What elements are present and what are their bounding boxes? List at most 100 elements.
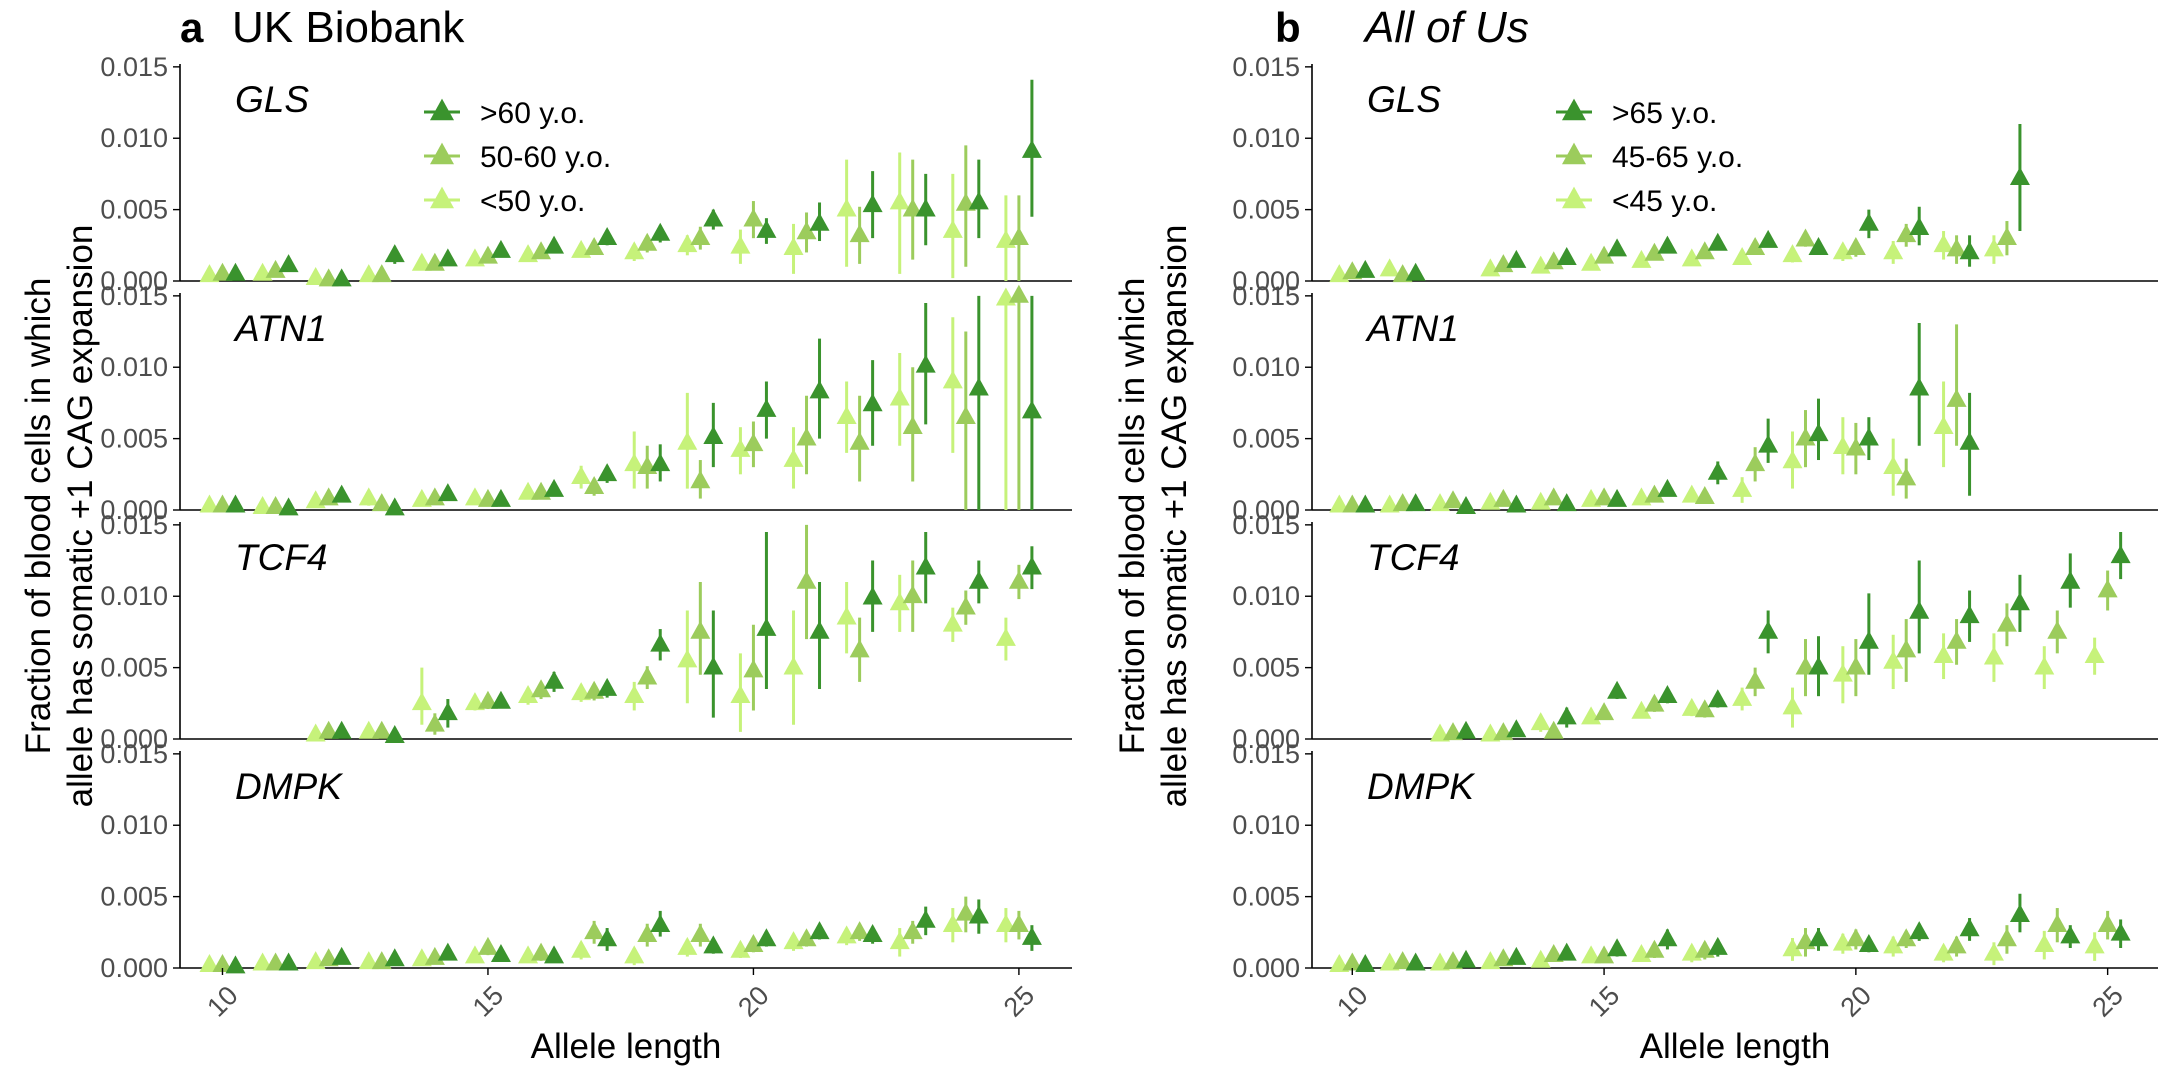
- data-point: [1795, 228, 1816, 247]
- data-point: [862, 393, 883, 412]
- y-tick-label: 0.000: [100, 495, 168, 525]
- data-point: [1858, 427, 1879, 446]
- data-point: [318, 720, 339, 739]
- data-point: [1342, 952, 1363, 971]
- y-tick-label: 0.000: [100, 724, 168, 754]
- panel-title: All of Us: [1362, 3, 1529, 52]
- x-tick-label: 25: [2086, 980, 2128, 1022]
- data-point: [889, 387, 910, 406]
- data-point: [1782, 938, 1803, 957]
- data-point: [849, 431, 870, 450]
- data-point: [703, 656, 724, 675]
- data-point: [1530, 949, 1551, 968]
- data-point: [1808, 423, 1829, 442]
- data-point: [278, 952, 299, 971]
- legend: >60 y.o. 50-60 y.o. <50 y.o.: [424, 97, 611, 218]
- data-point: [690, 620, 711, 639]
- data-point: [968, 377, 989, 396]
- x-tick-label: 15: [1583, 980, 1625, 1022]
- data-point: [1607, 680, 1628, 699]
- data-point: [1681, 697, 1702, 716]
- facet-tcf4: 0.000 0.005 0.010 0.015 TCF4: [1232, 510, 2158, 754]
- data-point: [1933, 234, 1954, 253]
- data-point: [942, 914, 963, 933]
- data-point: [1983, 942, 2004, 961]
- data-point: [584, 475, 605, 494]
- data-point: [756, 219, 777, 238]
- data-point: [902, 585, 923, 604]
- data-point: [331, 946, 352, 965]
- data-point: [2084, 935, 2105, 954]
- data-point: [637, 232, 658, 251]
- data-point: [1782, 244, 1803, 263]
- data-point: [955, 406, 976, 425]
- data-point: [1607, 938, 1628, 957]
- data-point: [1933, 942, 1954, 961]
- legend-marker: [1562, 186, 1586, 209]
- data-point: [1392, 951, 1413, 970]
- data-point: [1758, 620, 1779, 639]
- data-point: [1506, 946, 1527, 965]
- data-point: [1782, 696, 1803, 715]
- y-tick-label: 0.000: [1232, 266, 1300, 296]
- data-point: [1933, 645, 1954, 664]
- data-point: [1456, 495, 1476, 514]
- data-point: [212, 262, 233, 281]
- data-point: [968, 905, 989, 924]
- data-point: [1657, 235, 1678, 254]
- data-point: [1909, 921, 1930, 940]
- data-point: [650, 453, 671, 472]
- data-point: [862, 586, 883, 605]
- data-point: [756, 398, 777, 417]
- data-point: [624, 685, 645, 704]
- data-point: [2047, 914, 2068, 933]
- legend-marker: [1562, 98, 1586, 121]
- data-point: [1021, 926, 1042, 945]
- y-tick-label: 0.015: [1232, 739, 1300, 769]
- data-point: [902, 921, 923, 940]
- data-point: [1594, 487, 1615, 506]
- facet-gls: 0.000 0.005 0.010 0.015 GLS: [100, 52, 1072, 296]
- data-point: [836, 606, 857, 625]
- gene-label: ATN1: [233, 308, 327, 349]
- data-point: [278, 497, 299, 516]
- y-tick-label: 0.005: [1232, 882, 1300, 912]
- data-point: [437, 702, 458, 721]
- data-point: [584, 237, 605, 256]
- data-point: [796, 427, 817, 446]
- data-point: [1506, 249, 1527, 268]
- legend-marker: [430, 98, 454, 121]
- data-point: [2097, 914, 2118, 933]
- data-point: [1355, 259, 1376, 278]
- data-point: [730, 685, 751, 704]
- data-point: [1694, 699, 1715, 718]
- data-point: [942, 613, 963, 632]
- data-point: [544, 945, 565, 964]
- y-tick-label: 0.015: [100, 52, 168, 82]
- data-point: [331, 720, 352, 739]
- data-point: [743, 933, 764, 952]
- data-point: [1456, 720, 1476, 739]
- y-tick-label: 0.010: [1232, 581, 1300, 611]
- data-point: [1657, 928, 1678, 947]
- data-point: [783, 237, 804, 256]
- data-point: [305, 266, 326, 285]
- data-point: [358, 720, 379, 739]
- data-point: [531, 679, 552, 698]
- data-point: [331, 484, 352, 503]
- legend: >65 y.o. 45-65 y.o. <45 y.o.: [1556, 97, 1743, 218]
- data-point: [477, 488, 498, 507]
- legend-label: 50-60 y.o.: [480, 141, 611, 174]
- data-point: [756, 617, 777, 636]
- data-point: [915, 556, 936, 575]
- data-point: [915, 354, 936, 373]
- gene-label: DMPK: [1367, 766, 1476, 807]
- x-tick-label: 10: [1331, 980, 1373, 1022]
- data-point: [225, 262, 246, 281]
- data-point: [1355, 494, 1376, 513]
- y-tick-label: 0.005: [1232, 424, 1300, 454]
- data-point: [411, 692, 432, 711]
- y-tick-label: 0.000: [100, 266, 168, 296]
- data-point: [2034, 656, 2055, 675]
- data-point: [1832, 436, 1853, 455]
